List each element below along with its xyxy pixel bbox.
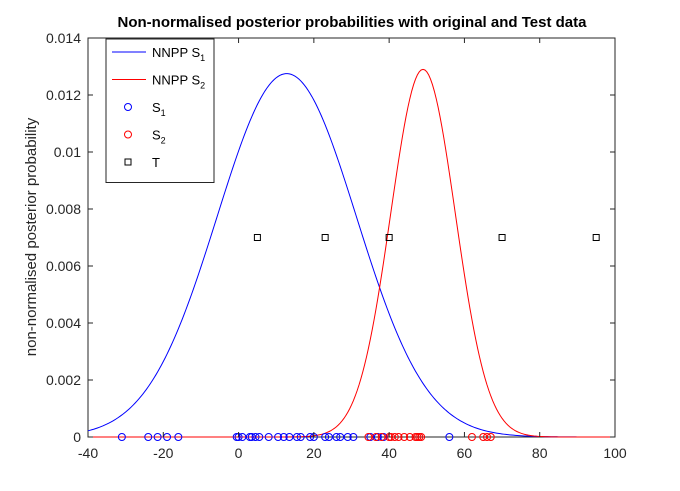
point-s1 [336,433,345,441]
point-s2 [377,433,386,441]
chart-title: Non-normalised posterior probabilities w… [118,14,588,31]
point-s2 [394,433,403,441]
x-tick-label: -20 [153,445,173,461]
y-tick-label: 0.008 [46,201,81,217]
x-tick-label: 40 [381,445,397,461]
x-tick-label: 0 [235,445,243,461]
point-s1 [255,433,264,441]
point-s1 [144,433,153,441]
curves-layer [87,68,615,438]
point-s2 [405,433,414,441]
point-s2 [390,433,399,441]
legend-label: T [152,155,160,170]
x-tick-label: 100 [603,445,627,461]
axes-layer: -40 -20 0 20 40 60 80 100 0 0.002 0.004 0.006 0.008 0… [46,30,627,461]
point-t [321,234,329,241]
curve-nnpp-s2 [88,68,615,438]
y-tick-label: 0.006 [46,258,81,274]
x-tick-label: 20 [306,445,322,461]
point-s2 [479,433,488,441]
y-tick-label: 0 [73,429,81,445]
legend-box [105,38,215,183]
point-s1 [285,433,294,441]
point-s2 [400,433,409,441]
legend-swatch-square [124,158,132,166]
curve-nnpp-s1 [87,73,615,438]
y-tick-label: 0.002 [46,372,81,388]
markers-layer [117,234,600,441]
point-t [385,234,393,241]
y-axis-label: non-normalised posterior probability [23,117,40,356]
point-s2 [417,433,426,441]
y-tick-label: 0.004 [46,315,81,331]
legend-label: NNPP S2 [152,73,205,91]
point-s1 [324,433,333,441]
point-s2 [387,433,396,441]
point-s1 [343,433,352,441]
legend-label-subscript: 2 [200,81,205,91]
y-tick-label: 0.014 [46,30,81,46]
point-s2 [486,433,495,441]
point-s1 [264,433,273,441]
point-s1 [247,433,256,441]
point-s1 [153,433,162,441]
point-s1 [296,433,305,441]
point-s1 [349,433,358,441]
point-s2 [364,433,373,441]
legend-label-subscript: 1 [161,108,166,118]
x-tick-label: 60 [457,445,473,461]
point-s1 [117,433,126,441]
legend-label-subscript: 2 [161,136,166,146]
point-s2 [371,433,380,441]
point-s1 [279,433,288,441]
legend-label: NNPP S1 [152,45,205,63]
point-s1 [321,433,330,441]
point-s1 [274,433,283,441]
point-t [592,234,600,241]
point-t [498,234,506,241]
point-s1 [251,433,260,441]
point-t [253,234,261,241]
x-tick-label: 80 [532,445,548,461]
legend-swatch-circle [124,103,132,111]
legend-swatch-circle [124,130,132,139]
point-s1 [332,433,341,441]
y-tick-label: 0.01 [54,144,81,160]
x-tick-label: -40 [78,445,98,461]
point-s1 [174,433,183,441]
y-tick-label: 0.012 [46,87,81,103]
point-s2 [483,433,492,441]
legend-label-subscript: 1 [200,53,205,63]
point-s2 [467,433,476,441]
point-s1 [445,433,454,441]
point-s1 [292,433,301,441]
